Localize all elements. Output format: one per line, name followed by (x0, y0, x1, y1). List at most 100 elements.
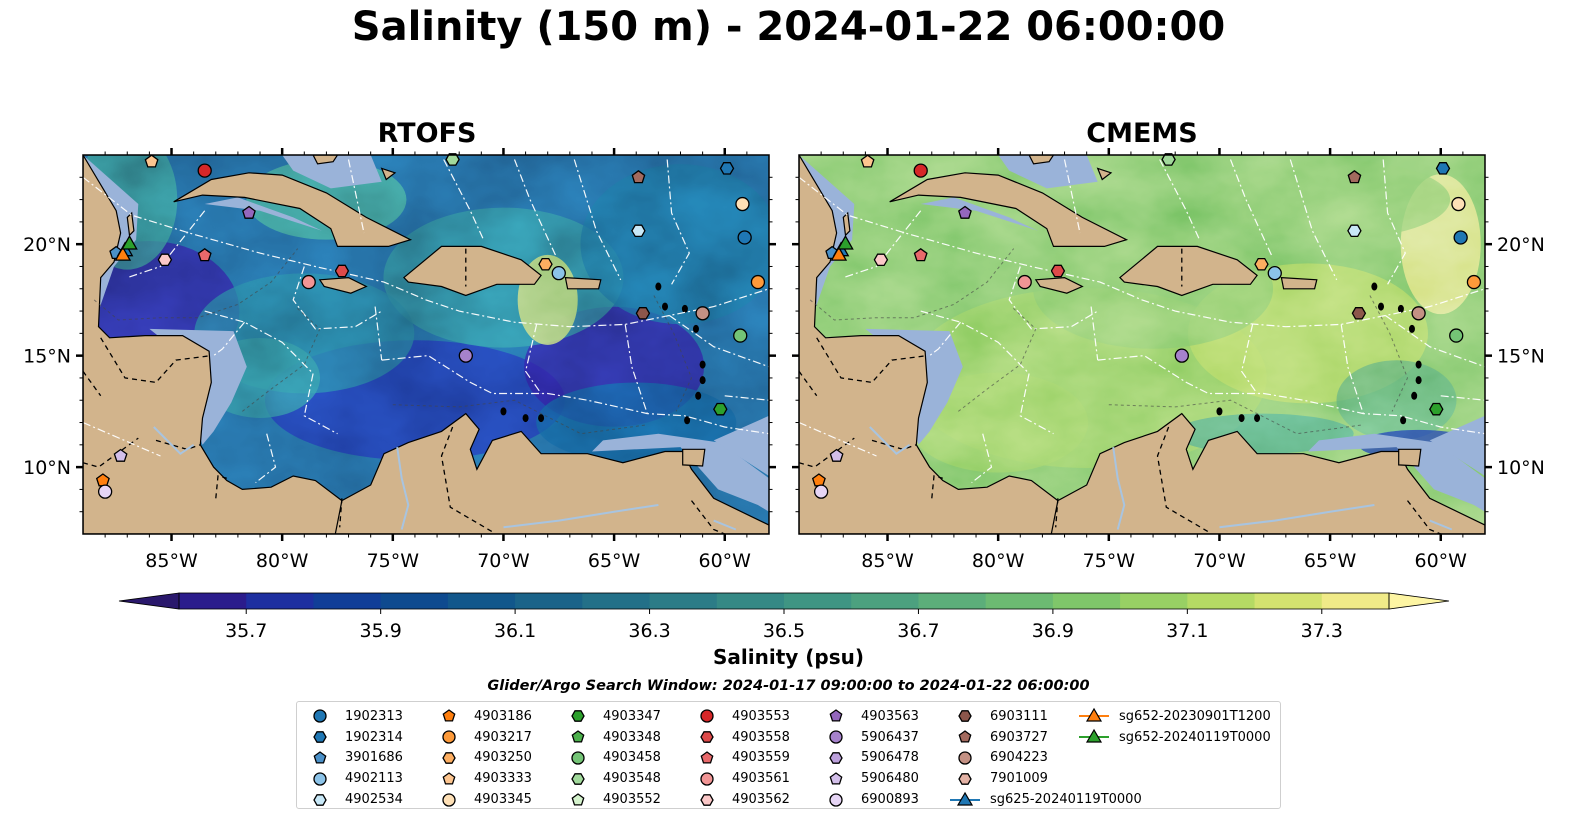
float-marker-1902314[interactable] (1435, 162, 1451, 175)
float-marker-sg652-20230901T1200[interactable] (830, 245, 848, 261)
float-marker-1902314[interactable] (719, 162, 735, 175)
float-marker-4903548[interactable] (1161, 153, 1176, 166)
float-marker-4903347[interactable] (1429, 402, 1444, 416)
colorbar-segment (1187, 593, 1256, 609)
eez-boundary (1097, 354, 1485, 435)
float-marker-4903250[interactable] (538, 257, 553, 271)
pentagon-marker-icon (829, 771, 843, 785)
eez-boundary (1440, 395, 1485, 401)
float-marker-4903333[interactable] (860, 154, 875, 168)
panel-title-rtofs: RTOFS (377, 118, 477, 149)
country-border (83, 437, 139, 468)
country-border (100, 337, 212, 384)
hexagon-marker-icon (571, 710, 585, 723)
island (1415, 376, 1422, 385)
shelf-area (998, 155, 1098, 189)
float-marker-4903562[interactable] (157, 253, 173, 267)
hexagon-marker-icon (442, 752, 456, 764)
float-marker-4903345[interactable] (735, 196, 750, 212)
float-marker-4903559[interactable] (197, 247, 212, 262)
float-marker-4903561[interactable] (301, 274, 316, 290)
float-marker-4903563[interactable] (958, 205, 972, 219)
legend-item: 6904223 (948, 748, 1142, 769)
panel-title-cmems: CMEMS (1086, 118, 1198, 149)
float-marker-4903558[interactable] (334, 264, 350, 278)
circle-marker-icon (829, 792, 843, 807)
float-marker-4903548[interactable] (445, 153, 460, 166)
hexagon-marker-icon (313, 793, 327, 806)
country-border (931, 475, 943, 499)
float-marker-4903217[interactable] (750, 274, 766, 290)
map-frame (798, 154, 1486, 535)
float-marker-6903111[interactable] (1351, 307, 1367, 320)
float-marker-6900893[interactable] (813, 484, 829, 499)
float-marker-4903563[interactable] (242, 205, 256, 219)
float-marker-5906480[interactable] (829, 448, 844, 462)
float-marker-4903561[interactable] (1017, 274, 1032, 290)
float-marker-4903562[interactable] (873, 253, 889, 267)
legend-label: 4903250 (474, 750, 532, 766)
float-marker-6903727[interactable] (631, 169, 646, 184)
float-marker-4902534[interactable] (1347, 224, 1362, 238)
legend-title: Glider/Argo Search Window: 2024-01-17 09… (487, 678, 1090, 694)
float-marker-sg652-20230901T1200[interactable] (114, 245, 132, 261)
float-marker-5906437[interactable] (1174, 348, 1189, 363)
legend-item: 4903563 (819, 706, 919, 727)
lat-tick-label: 15°N (1497, 346, 1545, 368)
island (522, 414, 529, 423)
island (699, 360, 706, 369)
colorbar-segment (380, 593, 449, 609)
colorbar: 35.7 35.9 36.1 36.3 36.5 36.7 36.9 37.1 37.3 (118, 592, 1450, 642)
circle-marker-icon (958, 751, 972, 765)
float-marker-4903345[interactable] (1451, 196, 1466, 212)
float-marker-4903553[interactable] (197, 163, 212, 178)
triangle-marker-icon (1079, 728, 1109, 743)
float-marker-5906437[interactable] (458, 348, 473, 363)
pentagon-marker-icon (700, 751, 714, 764)
float-marker-6900893[interactable] (97, 484, 113, 499)
river (153, 426, 195, 455)
float-marker-sg652-20240119T0000[interactable] (121, 234, 138, 250)
float-marker-4903250[interactable] (1254, 257, 1269, 271)
legend-item: sg625-20240119T0000 (948, 789, 1142, 810)
lon-tick-label: 70°W (477, 550, 530, 572)
float-marker-6903727[interactable] (1347, 169, 1362, 184)
legend-item: sg652-20240119T0000 (1077, 727, 1271, 748)
float-marker-4903458[interactable] (1449, 328, 1464, 343)
float-marker-6903111[interactable] (635, 307, 651, 320)
float-marker-1902313[interactable] (1453, 230, 1468, 245)
float-marker-4903558[interactable] (1050, 264, 1066, 278)
float-marker-5906480[interactable] (113, 448, 128, 462)
float-marker-6904223[interactable] (695, 306, 710, 321)
land-cuba (889, 172, 1129, 247)
float-marker-4903333[interactable] (144, 154, 159, 168)
island (655, 282, 662, 291)
legend-label: 5906480 (861, 771, 919, 787)
float-marker-4902113[interactable] (1267, 266, 1282, 281)
legend-item: 4903552 (561, 789, 661, 810)
legend-column: sg652-20230901T1200 sg652-20240119T0000 (1077, 706, 1271, 748)
float-marker-1902313[interactable] (737, 230, 752, 245)
colorbar-segment (716, 593, 785, 609)
float-marker-4902113[interactable] (551, 266, 566, 281)
hexagon-marker-icon (958, 710, 972, 723)
float-marker-6904223[interactable] (1411, 306, 1426, 321)
colorbar-tick-label: 35.7 (225, 620, 267, 642)
legend-item: 6900893 (819, 789, 919, 810)
float-marker-4902534[interactable] (631, 224, 646, 238)
land-hispaniola (1119, 245, 1258, 297)
float-marker-sg652-20240119T0000[interactable] (837, 234, 854, 250)
legend-label: 6903727 (990, 729, 1048, 745)
float-marker-4903553[interactable] (913, 163, 928, 178)
island (1377, 302, 1384, 311)
river (1429, 519, 1453, 531)
legend-label: 4903552 (603, 792, 661, 808)
colorbar-tick-label: 36.3 (628, 620, 670, 642)
legend-item: 4903345 (432, 789, 532, 810)
float-marker-4903217[interactable] (1466, 274, 1482, 290)
bathymetry-contour (392, 399, 648, 435)
float-marker-4903347[interactable] (713, 402, 728, 416)
float-marker-4903458[interactable] (733, 328, 748, 343)
colorbar-tick-label: 35.9 (360, 620, 402, 642)
float-marker-4903559[interactable] (913, 247, 928, 262)
